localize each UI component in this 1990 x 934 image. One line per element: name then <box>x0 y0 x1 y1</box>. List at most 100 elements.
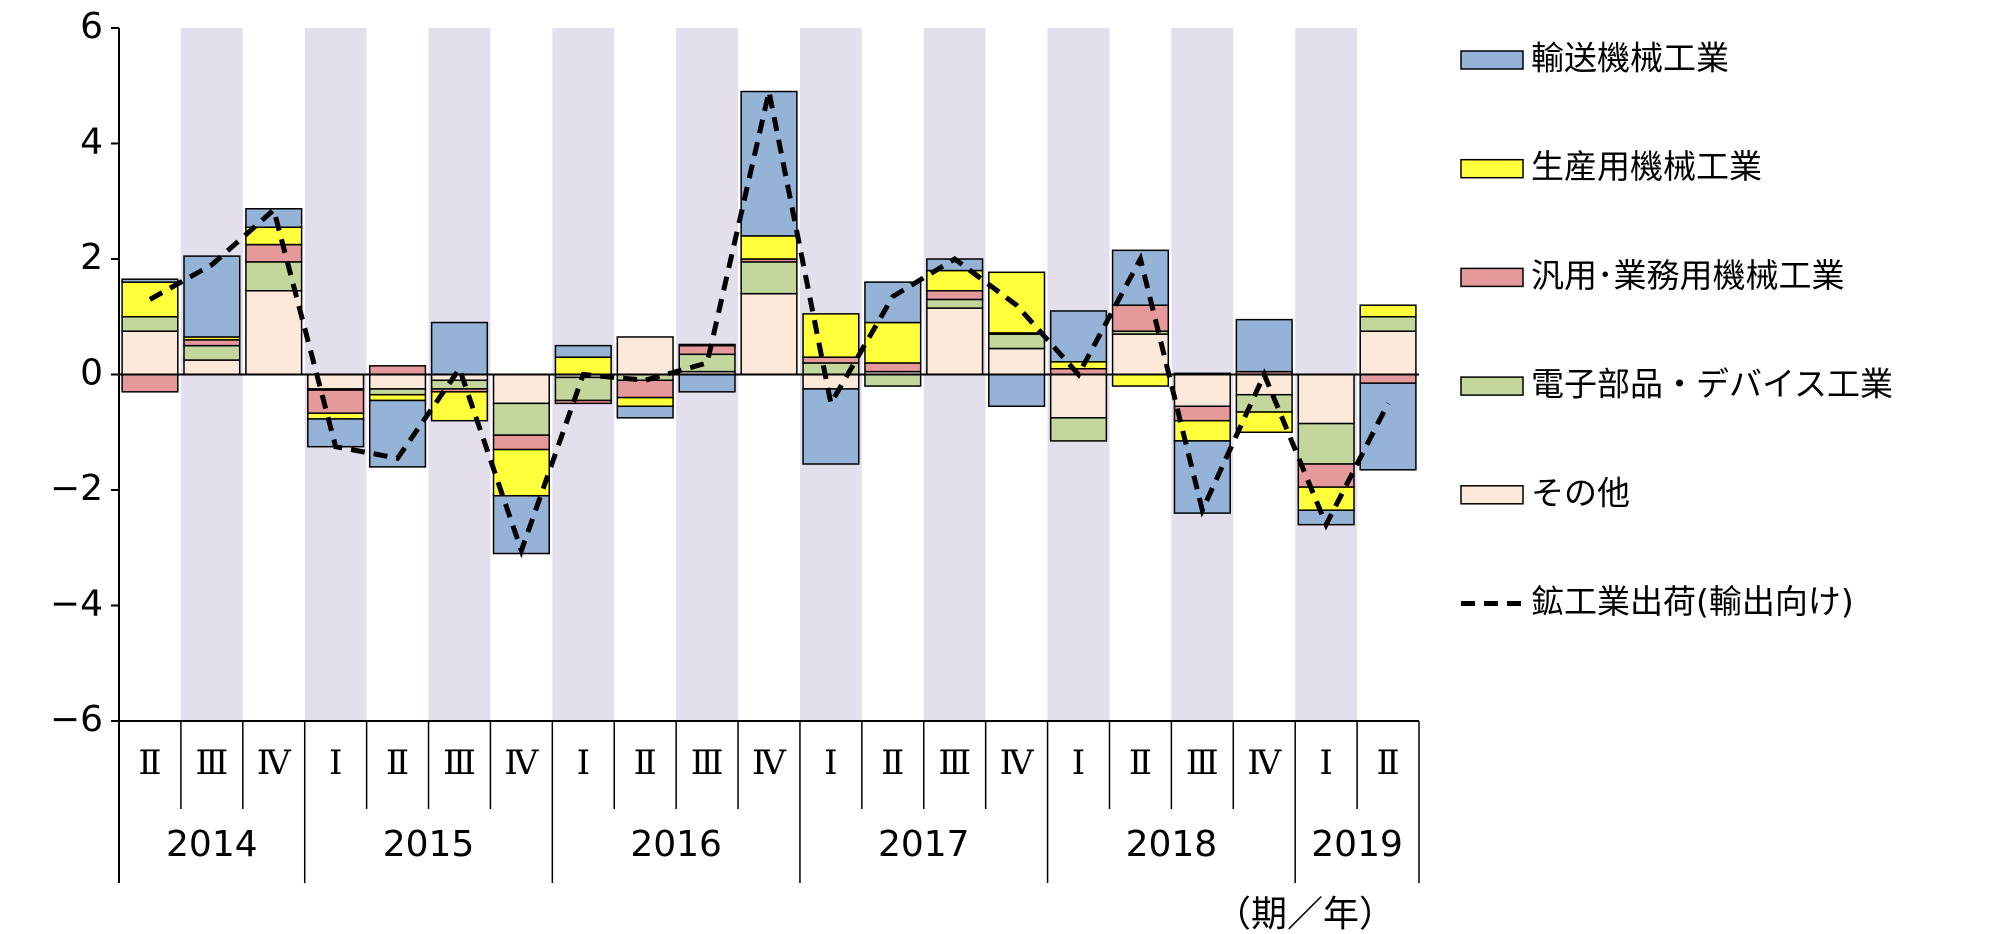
legend-label: 電子部品・デバイス工業 <box>1531 365 1893 404</box>
legend-swatch <box>1460 50 1524 70</box>
bar-segment <box>1049 417 1108 442</box>
bar-segment <box>740 90 798 237</box>
bar-segment <box>740 235 798 260</box>
y-tick-label: −4 <box>50 584 103 625</box>
x-tick-label: Ⅰ <box>329 743 342 783</box>
y-tick-label: 6 <box>80 6 103 47</box>
x-tick-label: Ⅲ <box>443 743 476 783</box>
bar-segment <box>121 278 179 283</box>
bar-segment <box>1359 330 1417 376</box>
x-tick-label: Ⅰ <box>577 743 590 783</box>
bar-segment <box>616 336 674 376</box>
bar-segment <box>616 379 674 399</box>
x-tick-label: Ⅳ <box>752 743 787 783</box>
bar-segment <box>740 292 798 376</box>
bar-segment <box>1359 316 1417 332</box>
x-tick-label: Ⅲ <box>195 743 228 783</box>
bar-segment <box>492 402 550 436</box>
bar-segment <box>802 313 860 358</box>
year-label: 2014 <box>166 824 258 865</box>
bar-segment <box>926 307 984 376</box>
series-line <box>148 90 1391 559</box>
bar-segment <box>1297 486 1355 511</box>
x-tick-label: Ⅱ <box>634 743 657 783</box>
bar-segment <box>926 290 984 301</box>
bar-segment <box>740 261 798 295</box>
bar-segment <box>554 399 612 405</box>
bar-segment <box>307 412 365 420</box>
bar-segment <box>492 448 550 497</box>
x-tick-label: Ⅳ <box>257 743 292 783</box>
bar-segment <box>368 393 427 402</box>
bar-segment <box>1049 373 1108 419</box>
legend-label: 鉱工業出荷(輸出向け) <box>1531 582 1854 621</box>
year-label: 2015 <box>383 824 475 865</box>
bar-segment <box>1235 393 1293 413</box>
x-tick-label: Ⅰ <box>1072 743 1085 783</box>
bar-segment <box>183 255 241 338</box>
bar-segment <box>430 379 489 390</box>
legend-label: 輸送機械工業 <box>1531 39 1729 78</box>
y-tick-label: −2 <box>50 468 103 509</box>
year-label: 2019 <box>1311 824 1403 865</box>
bar-segment <box>1359 304 1417 318</box>
bar-segment <box>1111 333 1170 376</box>
x-tick-label: Ⅰ <box>824 743 837 783</box>
bar-segment <box>183 359 241 376</box>
bar-segment <box>121 330 179 376</box>
bar-segment <box>1235 411 1293 434</box>
y-tick-label: 0 <box>80 353 103 394</box>
bar-segment <box>1173 373 1231 408</box>
x-tick-label: Ⅱ <box>881 743 904 783</box>
x-tick-label: Ⅲ <box>691 743 724 783</box>
bar-segment <box>864 281 922 324</box>
year-label: 2017 <box>878 824 970 865</box>
bar-segment <box>678 343 736 347</box>
x-tick-label: Ⅱ <box>1129 743 1152 783</box>
legend-swatch <box>1460 376 1524 396</box>
legend-label: 生産用機械工業 <box>1531 147 1762 186</box>
bar-segment <box>245 290 303 376</box>
x-tick-label: Ⅰ <box>1319 743 1332 783</box>
x-axis-label: （期／年） <box>1215 894 1395 934</box>
bar-segment <box>368 373 427 390</box>
x-tick-label: Ⅱ <box>386 743 409 783</box>
year-label: 2016 <box>630 824 722 865</box>
y-tick-label: −6 <box>50 699 103 740</box>
bar-segment <box>1049 361 1108 370</box>
bar-segment <box>864 373 922 387</box>
legend-label: その他 <box>1531 473 1630 512</box>
x-tick-label: Ⅳ <box>1247 743 1282 783</box>
bar-segment <box>245 243 303 263</box>
x-tick-label: Ⅲ <box>1186 743 1219 783</box>
y-tick-label: 2 <box>80 237 103 278</box>
bar-segment <box>121 373 179 393</box>
legend-swatch <box>1460 267 1524 288</box>
bar-segment <box>1173 405 1231 422</box>
bar-segment <box>121 316 179 332</box>
bar-segment <box>988 333 1046 350</box>
bar-segment <box>616 405 674 419</box>
bar-segment <box>430 321 489 376</box>
bar-segment <box>1359 373 1417 384</box>
bar-segment <box>554 344 612 358</box>
x-tick-label: Ⅲ <box>938 743 971 783</box>
bar-segment <box>1297 422 1355 465</box>
bar-segment <box>988 347 1046 376</box>
x-tick-label: Ⅱ <box>138 743 161 783</box>
bar-segment <box>1359 382 1417 471</box>
bar-segment <box>1111 373 1170 387</box>
bar-segment <box>492 434 550 451</box>
bar-segment <box>1235 318 1293 373</box>
bar-segment <box>616 396 674 408</box>
legend-label: 汎用･業務用機械工業 <box>1531 256 1845 295</box>
bar-segment <box>554 356 612 376</box>
x-tick-label: Ⅳ <box>504 743 539 783</box>
y-tick-label: 4 <box>80 122 103 163</box>
legend-swatch <box>1460 485 1524 505</box>
bar-segment <box>183 339 241 347</box>
bar-segment <box>183 344 241 361</box>
bar-segment <box>1297 373 1355 425</box>
bar-segment <box>864 362 922 373</box>
